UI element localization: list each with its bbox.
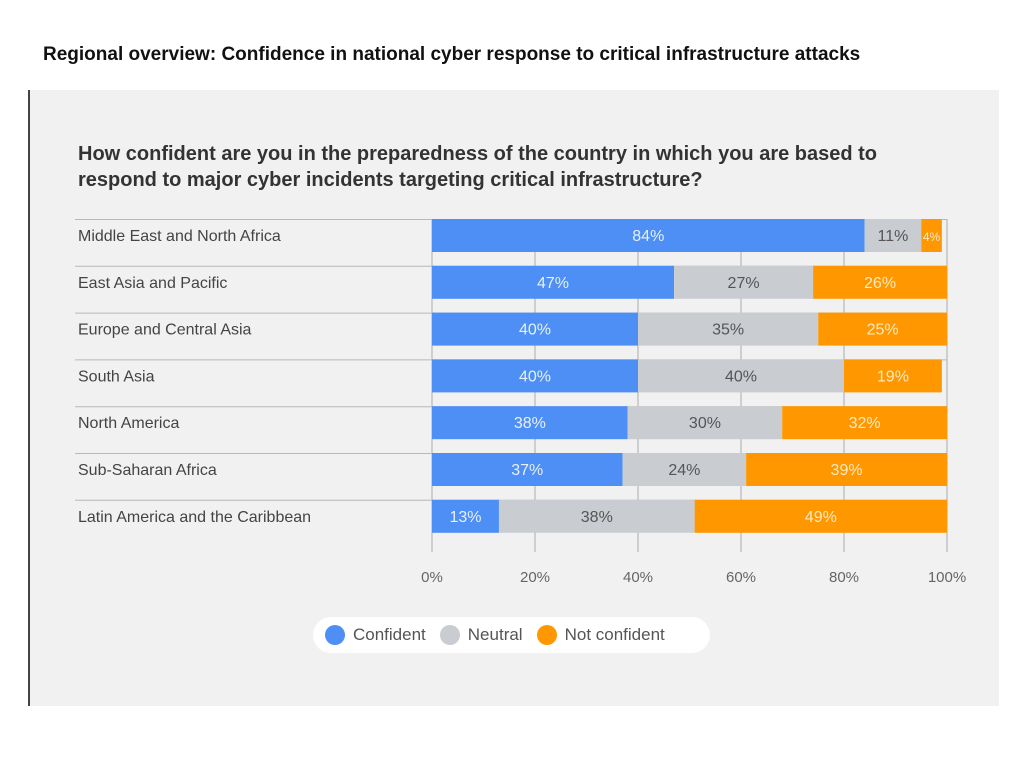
bar-not-confident [746,453,947,486]
category-label: Latin America and the Caribbean [78,509,311,526]
bar-confident [432,406,628,440]
x-tick-label: 0% [421,569,443,586]
bar-confident [432,359,638,393]
legend-item: Neutral [439,625,523,645]
chart-panel [28,90,999,706]
bar-not-confident [694,499,947,533]
category-label: East Asia and Pacific [78,275,227,292]
bar-neutral [627,406,783,440]
bar-neutral [864,219,922,252]
data-label: 47% [537,275,569,292]
data-label: 40% [725,368,757,385]
data-label: 25% [867,322,899,339]
legend-label: Not confident [564,625,665,644]
data-label: 38% [581,509,613,526]
bar-confident [432,219,865,252]
bar-not-confident [921,219,942,252]
bar-neutral [638,312,819,346]
data-label: 24% [668,462,700,479]
legend-item: Not confident [536,625,665,645]
data-label: 32% [849,415,881,432]
legend: Confident Neutral Not confident [313,617,710,653]
data-label: 35% [712,322,744,339]
bar-confident [432,499,499,533]
bar-confident [432,265,675,299]
data-label: 39% [831,462,863,479]
page-title: Regional overview: Confidence in nationa… [43,44,861,65]
data-label: 19% [877,368,909,385]
bar-not-confident [844,359,942,393]
data-label: 13% [449,509,481,526]
legend-label: Confident [353,625,426,644]
chart-title: How confident are you in the preparednes… [78,143,878,191]
legend-dot-icon [325,625,345,645]
bar-not-confident [818,312,947,346]
bar-not-confident [782,406,947,440]
x-tick-label: 40% [623,569,653,586]
legend-label: Neutral [467,625,523,644]
category-label: Europe and Central Asia [78,322,252,339]
bar-neutral [498,499,695,533]
bar-neutral [638,359,844,393]
legend-item: Confident [325,625,426,645]
bar-not-confident [813,265,947,299]
data-label: 30% [689,415,721,432]
data-label: 49% [805,509,837,526]
x-tick-label: 80% [829,569,859,586]
bar-confident [432,312,638,346]
legend-dot-icon [439,625,460,645]
x-tick-label: 100% [928,569,966,586]
x-tick-label: 20% [520,569,550,586]
category-label: Sub-Saharan Africa [78,462,217,479]
data-label: 84% [632,228,664,245]
x-tick-label: 60% [726,569,756,586]
data-label: 11% [878,228,909,245]
data-label: 37% [511,462,543,479]
data-label: 40% [519,322,551,339]
category-label: Middle East and North Africa [78,228,281,245]
category-label: North America [78,415,179,432]
bar-neutral [622,453,747,486]
data-label: 4% [923,230,941,244]
data-label: 40% [519,368,551,385]
legend-dot-icon [536,625,557,645]
category-label: South Asia [78,368,155,385]
data-label: 26% [864,275,896,292]
bar-confident [432,453,623,486]
data-label: 38% [514,415,546,432]
data-label: 27% [728,275,760,292]
bar-neutral [674,265,814,299]
